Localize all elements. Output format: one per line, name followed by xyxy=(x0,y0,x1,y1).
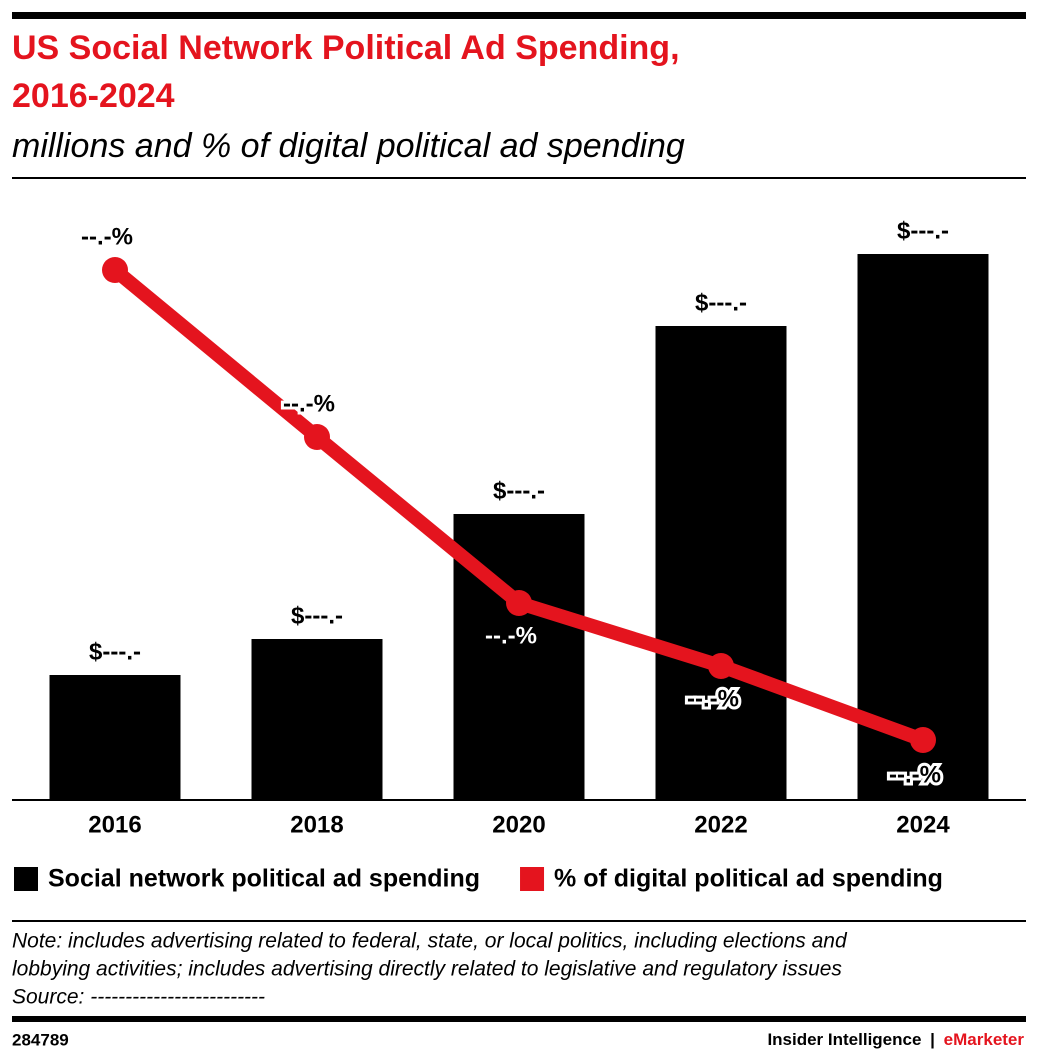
chart-subtitle: millions and % of digital political ad s… xyxy=(12,127,685,165)
bar xyxy=(49,675,181,800)
bar xyxy=(251,639,383,800)
x-tick-label: 2024 xyxy=(896,811,950,838)
legend-label: Social network political ad spending xyxy=(48,865,480,893)
chart-title: 2016-2024 xyxy=(12,77,175,115)
note: Note: includes advertising related to fe… xyxy=(12,930,848,953)
footer-brand: Insider Intelligence | eMarketer xyxy=(767,1030,1024,1049)
line-value-label: --.-% xyxy=(889,761,941,788)
bar-value-label: $---.- xyxy=(291,602,343,629)
line-value-label: --.-% xyxy=(81,223,133,250)
x-tick-label: 2018 xyxy=(290,811,343,838)
source: Source: ------------------------- xyxy=(12,986,265,1009)
chart-id: 284789 xyxy=(12,1030,69,1049)
line-value-label: --.-% xyxy=(687,685,739,712)
line-marker xyxy=(102,257,128,283)
line-marker xyxy=(708,653,734,679)
bar xyxy=(655,326,787,800)
bar-value-label: $---.- xyxy=(897,217,949,244)
x-tick-label: 2020 xyxy=(492,811,545,838)
bar xyxy=(857,254,989,800)
line-marker xyxy=(910,727,936,753)
line-marker xyxy=(506,590,532,616)
x-tick-label: 2016 xyxy=(88,811,141,838)
legend-swatch xyxy=(520,867,545,891)
chart-title: US Social Network Political Ad Spending, xyxy=(12,29,680,67)
bar-value-label: $---.- xyxy=(695,289,747,316)
separator: | xyxy=(930,1030,935,1049)
bar-value-label: $---.- xyxy=(493,477,545,504)
line-value-label: --.-% xyxy=(485,622,537,649)
x-tick-label: 2022 xyxy=(694,811,747,838)
bar-value-label: $---.- xyxy=(89,638,141,665)
note: lobbying activities; includes advertisin… xyxy=(12,958,842,981)
top-rule xyxy=(12,12,1026,19)
brand: eMarketer xyxy=(944,1030,1025,1049)
legend-label: % of digital political ad spending xyxy=(554,865,943,893)
bottom-rule xyxy=(12,1016,1026,1022)
line-marker xyxy=(304,424,330,450)
brand: Insider Intelligence xyxy=(767,1030,921,1049)
line-value-label: --.-% xyxy=(283,390,335,417)
legend-swatch xyxy=(14,867,38,891)
